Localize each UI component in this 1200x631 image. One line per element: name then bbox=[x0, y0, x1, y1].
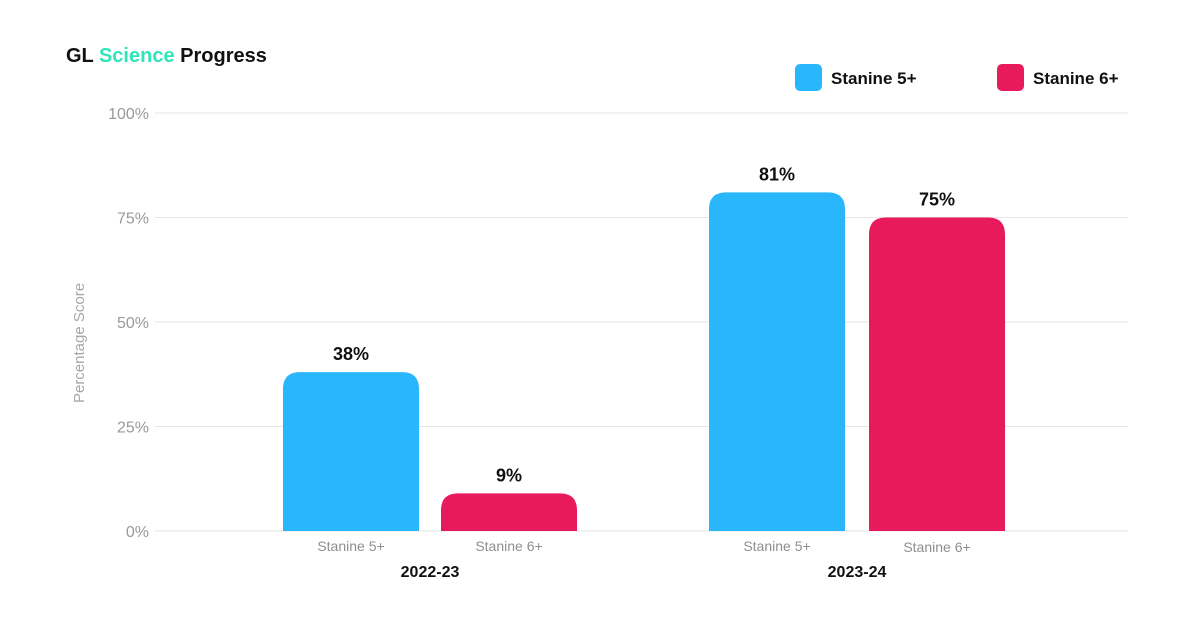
chart-title: GL Science Progress bbox=[66, 45, 267, 67]
chart-title-part-3: Progress bbox=[175, 45, 267, 67]
value-label: 75% bbox=[919, 190, 955, 210]
chart-title-part-1: GL bbox=[66, 45, 99, 67]
bar-category-label: Stanine 5+ bbox=[317, 538, 384, 554]
value-labels: 38% 9% 81% 75% bbox=[333, 164, 955, 485]
legend-label: Stanine 6+ bbox=[1033, 69, 1119, 88]
bar-category-label: Stanine 6+ bbox=[903, 539, 970, 555]
value-label: 81% bbox=[759, 164, 795, 184]
bar-category-label: Stanine 6+ bbox=[475, 538, 542, 554]
y-tick-label: 50% bbox=[117, 315, 149, 332]
bar bbox=[441, 493, 577, 531]
value-label: 9% bbox=[496, 465, 522, 485]
bar bbox=[709, 192, 845, 532]
y-tick-label: 0% bbox=[126, 524, 149, 541]
y-axis-label: Percentage Score bbox=[71, 283, 88, 403]
bar-labels: Stanine 5+ Stanine 6+ Stanine 5+ Stanine 6+ bbox=[317, 538, 970, 555]
value-label: 38% bbox=[333, 344, 369, 364]
y-axis-ticks: 0% 25% 50% 75% 100% bbox=[108, 106, 149, 541]
legend-swatch bbox=[997, 64, 1024, 91]
y-tick-label: 25% bbox=[117, 420, 149, 437]
legend: Stanine 5+ Stanine 6+ bbox=[795, 64, 1119, 91]
bars bbox=[283, 192, 1005, 532]
legend-swatch bbox=[795, 64, 822, 91]
group-label: 2022-23 bbox=[401, 564, 460, 581]
y-tick-label: 100% bbox=[108, 106, 149, 123]
legend-label: Stanine 5+ bbox=[831, 69, 917, 88]
group-labels: 2022-23 2023-24 bbox=[401, 564, 887, 581]
bar bbox=[869, 217, 1005, 531]
bar bbox=[283, 372, 419, 531]
group-label: 2023-24 bbox=[828, 564, 887, 581]
y-tick-label: 75% bbox=[117, 211, 149, 228]
bar-category-label: Stanine 5+ bbox=[743, 538, 810, 554]
chart-title-accent: Science bbox=[99, 45, 175, 67]
